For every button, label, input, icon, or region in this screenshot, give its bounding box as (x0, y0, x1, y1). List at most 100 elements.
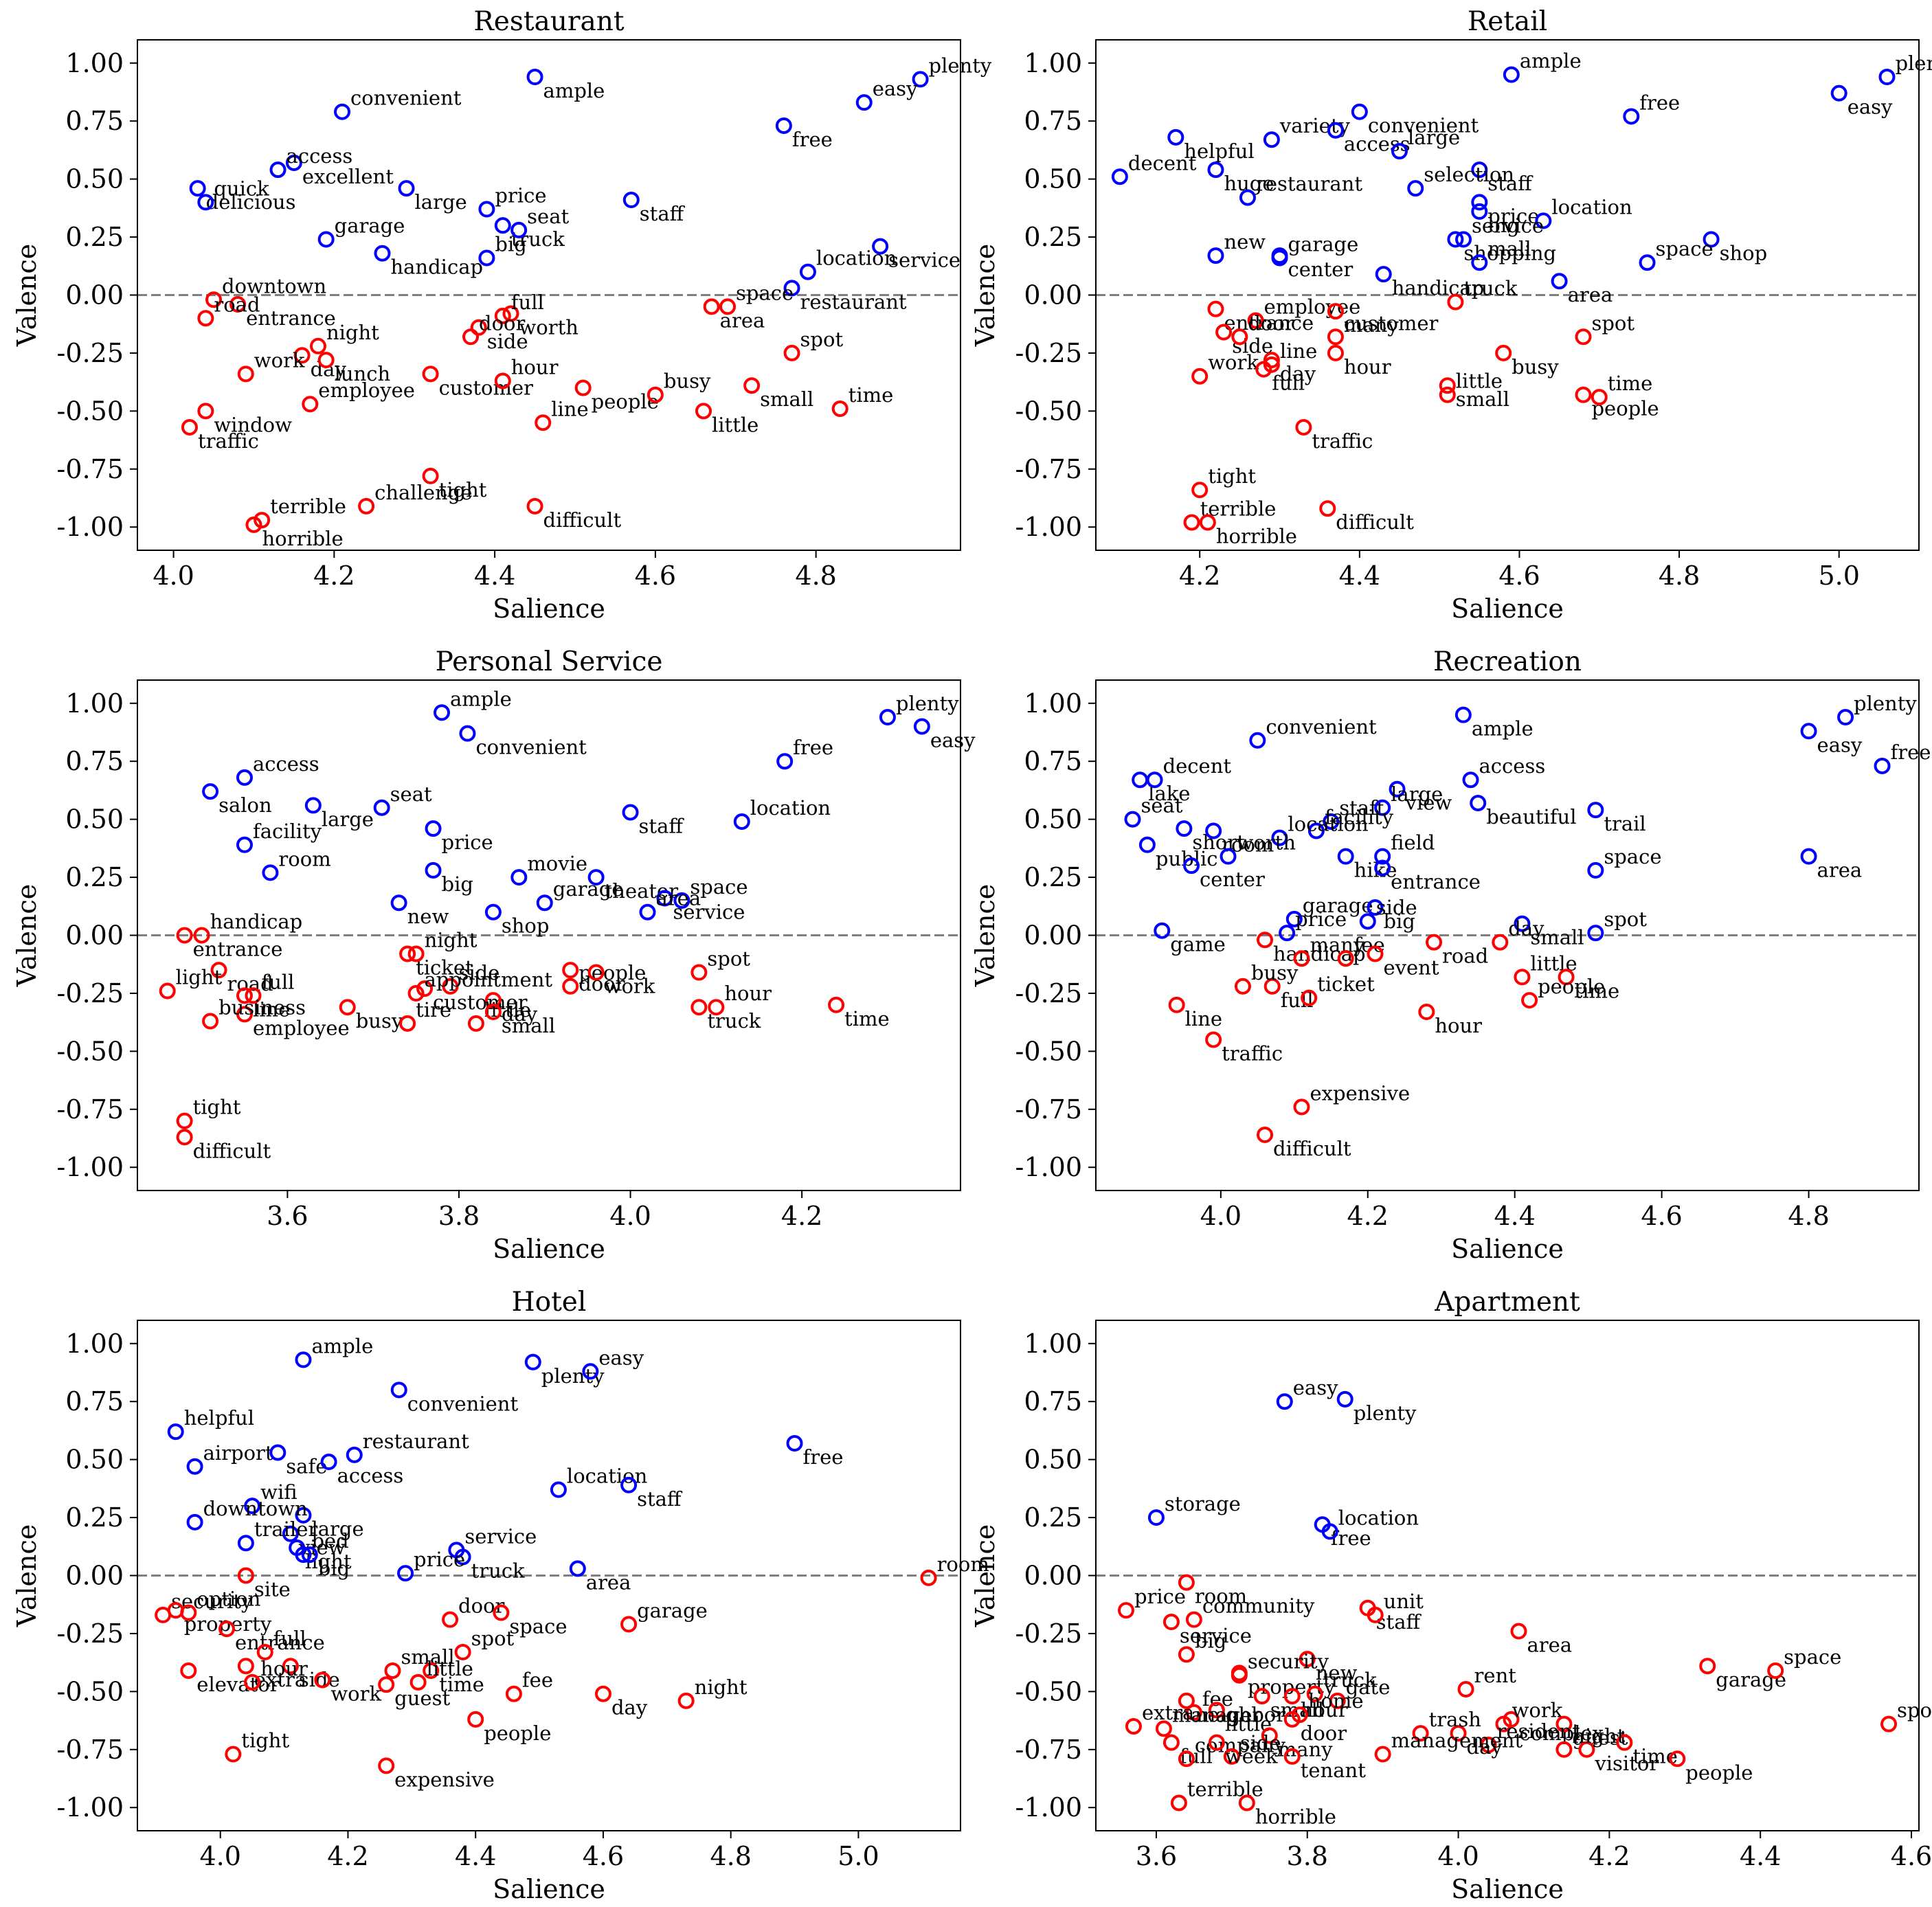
point-marker (494, 307, 511, 324)
point-easy: easy (582, 1346, 644, 1380)
point-plenty: plenty (912, 54, 992, 88)
point-label: community (1202, 1594, 1315, 1618)
point-label: space (509, 1615, 567, 1638)
point-marker (407, 945, 425, 962)
point-label: ample (1472, 717, 1534, 741)
point-marker (535, 414, 552, 431)
y-axis-label: Valence (970, 884, 1000, 988)
point-label: handicap (390, 256, 483, 279)
point-marker (1323, 813, 1340, 831)
point-marker (1207, 300, 1224, 317)
point-marker (690, 999, 708, 1016)
point-small: small (743, 377, 813, 411)
point-service: service (656, 890, 745, 923)
point-label: airport (203, 1441, 273, 1465)
point-marker (1555, 1741, 1573, 1758)
point-large: large (398, 180, 467, 214)
point-label: plenty (1895, 52, 1932, 75)
point-marker (237, 1658, 254, 1675)
point-label: ample (543, 79, 605, 102)
point-label: service (1180, 1624, 1252, 1647)
point-label: employee (318, 379, 415, 402)
point-label: handicap (210, 910, 303, 934)
point-label: work (254, 348, 305, 372)
point-label: room (937, 1553, 989, 1576)
y-tick-label: 0.25 (1024, 862, 1082, 892)
point-label: game (1170, 933, 1226, 956)
point-tight: tight (1191, 464, 1256, 499)
point-free: free (1623, 91, 1680, 125)
point-marker (1462, 771, 1479, 789)
point-work: work (314, 1671, 381, 1705)
point-trailer: trailer (237, 1517, 317, 1552)
point-line: line (236, 987, 290, 1021)
point-label: visitor (1594, 1752, 1659, 1775)
point-marker (1418, 1003, 1435, 1020)
point-label: easy (1293, 1376, 1338, 1399)
point-ticket: ticket (1301, 973, 1375, 1006)
point-marker (708, 999, 725, 1016)
point-marker (1191, 368, 1209, 385)
point-marker (1215, 324, 1233, 341)
point-marker (1367, 945, 1384, 962)
point-marker (434, 704, 451, 721)
point-marker (282, 1525, 299, 1542)
point-marker (1220, 848, 1237, 865)
point-property: property (167, 1602, 272, 1636)
panel-hotel: Hotel 1.00 0.75 0.50 0.25 0.00 -0.25 -0.50 -0.75… (12, 1287, 989, 1904)
point-label: time (849, 383, 894, 407)
point-marker (562, 978, 579, 995)
point-marker (1374, 1746, 1391, 1763)
y-tick-label: 0.25 (65, 222, 124, 252)
point-marker (703, 298, 720, 315)
point-label: tenant (1301, 1759, 1366, 1782)
point-big: big (301, 1546, 350, 1580)
point-extra: extra (1125, 1701, 1194, 1735)
point-management: management (1374, 1729, 1523, 1763)
point-marker (1183, 857, 1200, 874)
point-label: extra (254, 1668, 306, 1691)
point-marker (1337, 848, 1354, 865)
point-label: convenient (1368, 114, 1479, 137)
point-time: time (828, 996, 890, 1030)
y-tick-label: 0.00 (1024, 1561, 1082, 1591)
point-label: new (1224, 230, 1266, 253)
x-axis-label: Salience (493, 594, 605, 624)
point-plenty: plenty (1837, 692, 1917, 726)
point-marker (1389, 780, 1406, 798)
x-tick-label: 4.6 (583, 1841, 624, 1871)
point-space: space (719, 281, 794, 315)
point-visitor: visitor (1578, 1741, 1659, 1775)
point-marker (442, 978, 459, 995)
point-label: difficult (543, 508, 622, 532)
point-label: door (1301, 1722, 1347, 1745)
point-day: day (1450, 1725, 1503, 1759)
point-label: night (695, 1675, 748, 1699)
point-excellent: excellent (285, 154, 394, 188)
point-field: field (1374, 831, 1435, 865)
point-handicap: handicap (374, 245, 483, 279)
point-marker (1154, 922, 1171, 939)
point-marker (1293, 950, 1310, 967)
point-label: little (712, 413, 759, 436)
point-marker (1327, 344, 1344, 361)
point-full: full (245, 970, 294, 1004)
point-label: guest (394, 1686, 450, 1710)
point-marker (1471, 161, 1488, 179)
point-label: space (690, 875, 748, 899)
point-hour: hour (708, 982, 772, 1016)
point-manager: manager (1155, 1703, 1261, 1737)
point-line: line (1263, 339, 1317, 373)
point-area: area (1800, 848, 1862, 882)
point-full: full (1263, 978, 1314, 1012)
point-seat: seat (1124, 794, 1183, 828)
point-marker (920, 1569, 937, 1586)
panel-title: Restaurant (473, 6, 625, 37)
x-tick-label: 4.2 (1347, 1201, 1389, 1231)
point-marker (1359, 913, 1376, 930)
point-marker (1321, 1523, 1338, 1540)
point-price: price (478, 184, 547, 218)
point-marker (159, 982, 176, 1000)
point-big: big (1178, 1629, 1226, 1663)
point-marker (776, 753, 794, 770)
